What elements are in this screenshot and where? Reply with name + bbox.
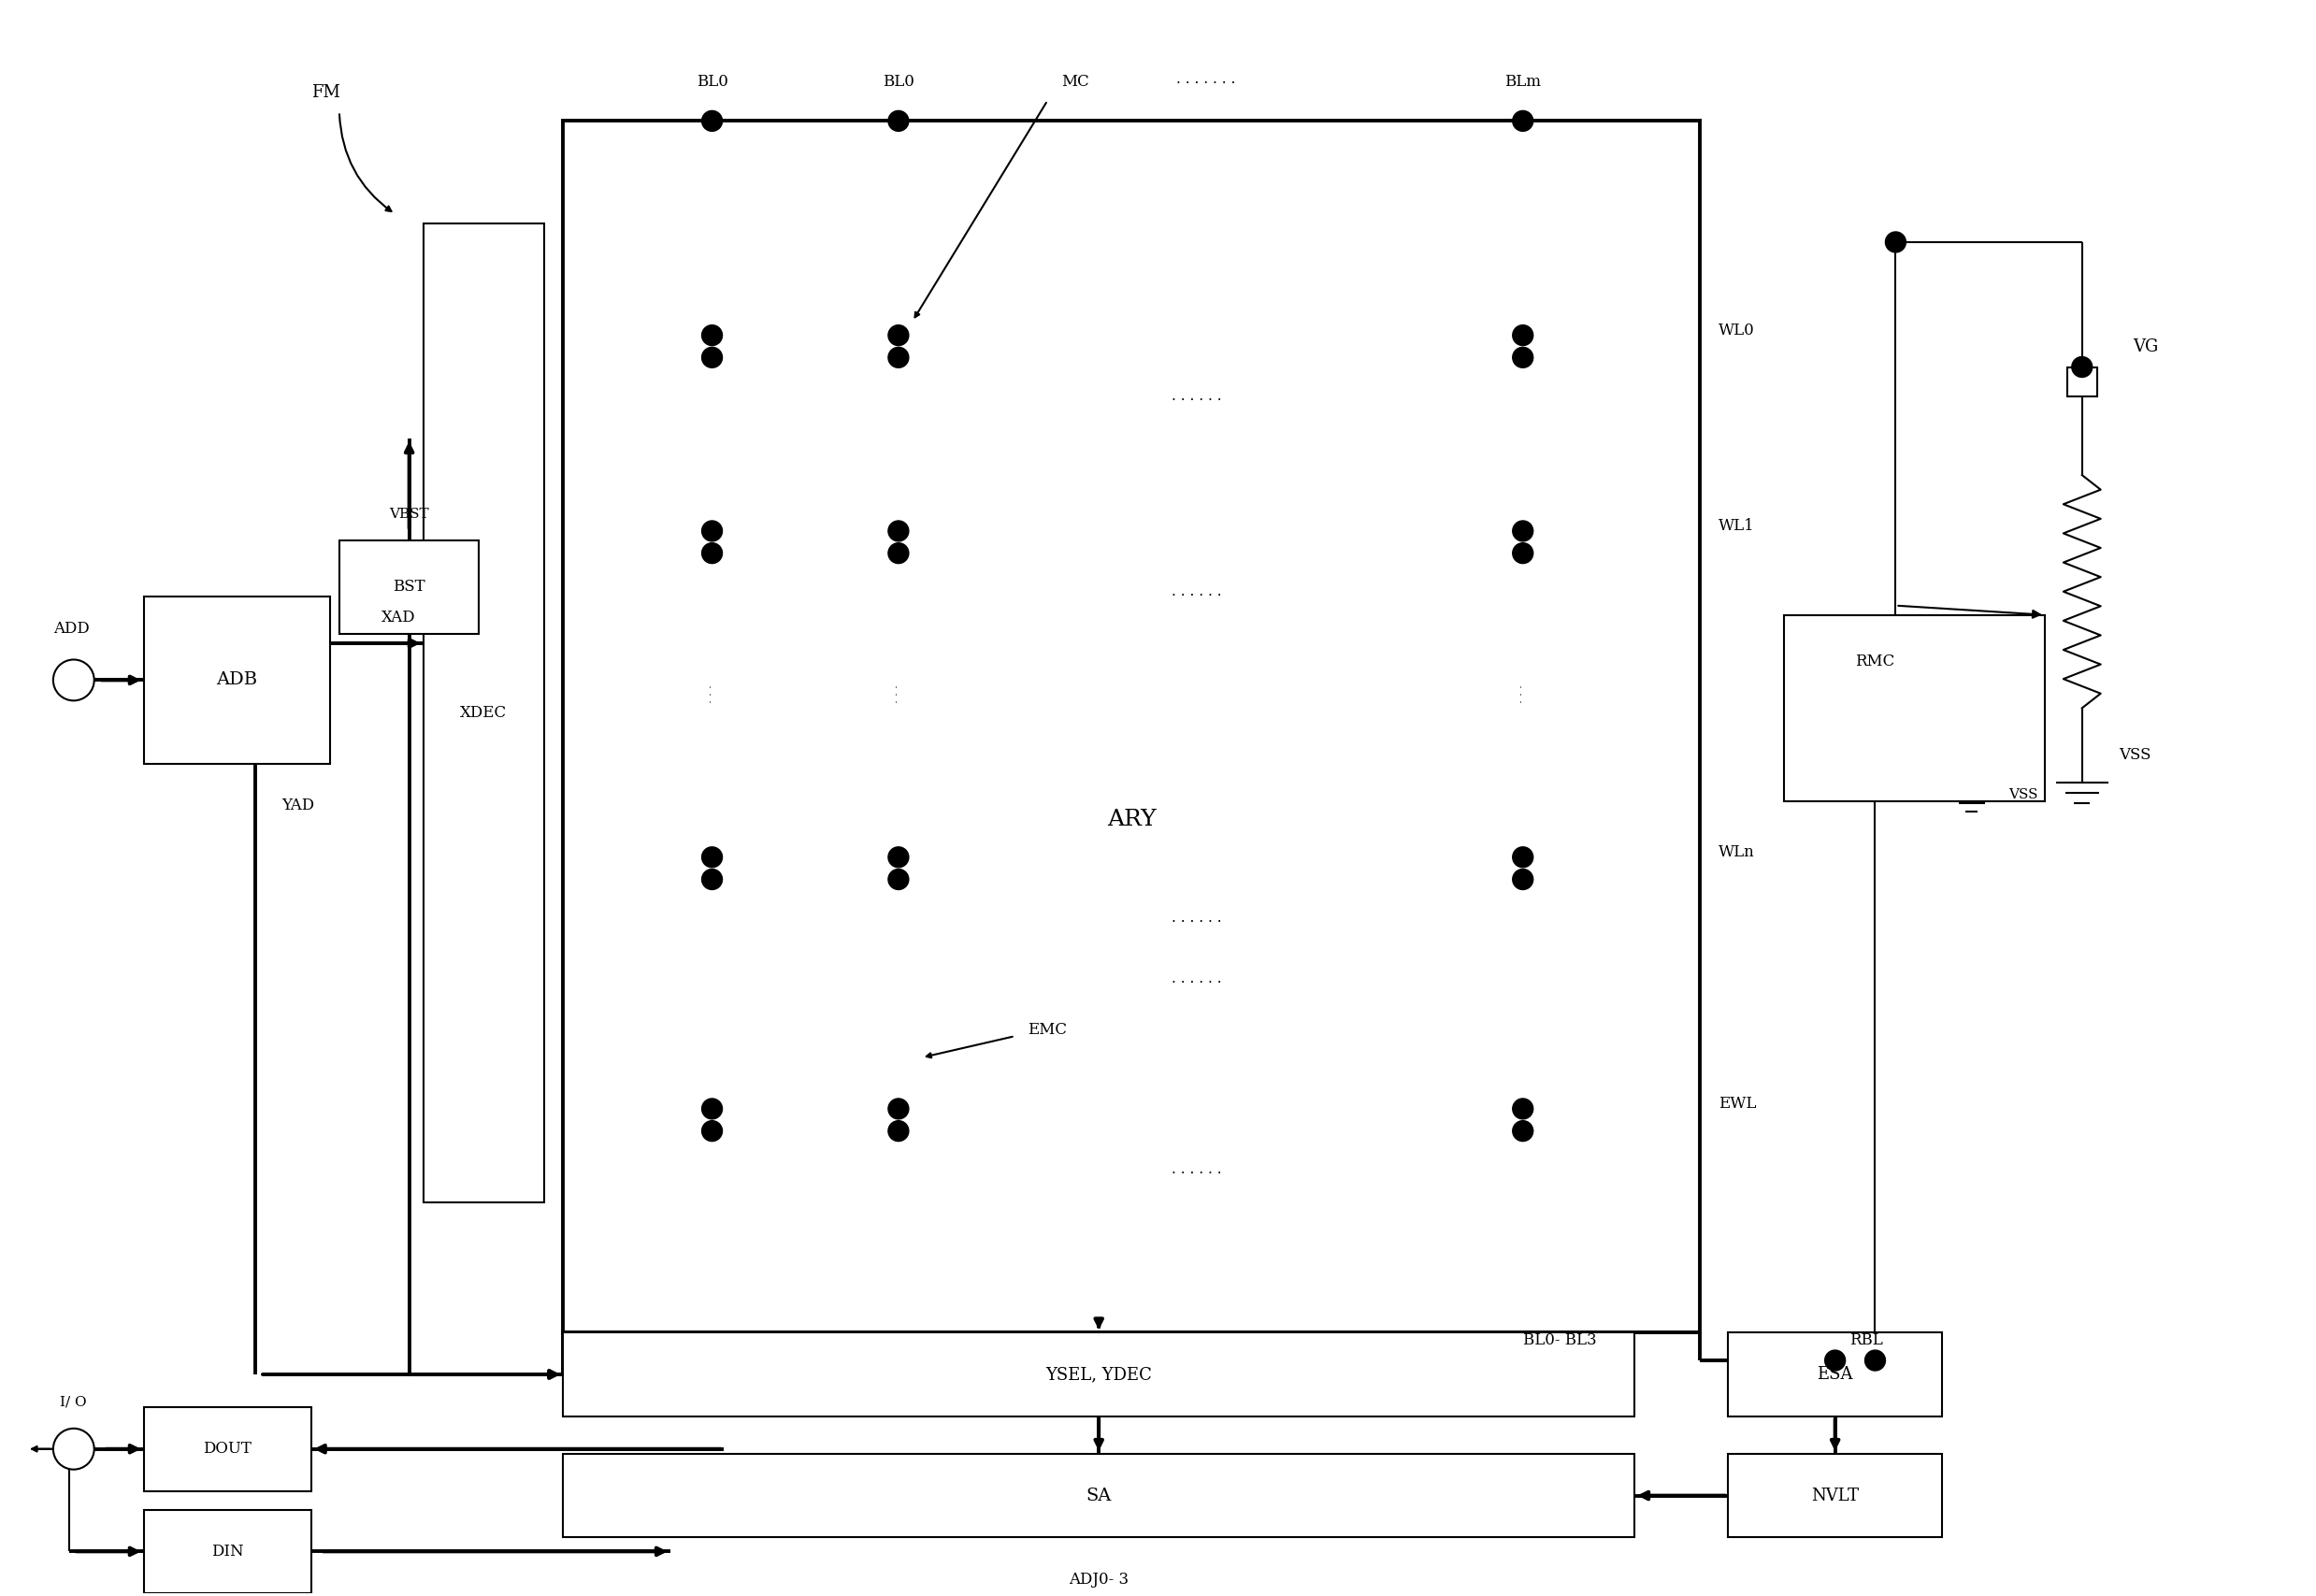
Text: DIN: DIN [211,1543,243,1559]
Text: XAD: XAD [382,610,415,626]
Text: NVLT: NVLT [1811,1487,1860,1503]
Circle shape [702,348,723,367]
Bar [144,1408,310,1491]
Bar [563,121,1700,1333]
Bar [144,1510,310,1593]
Text: ARY: ARY [1107,809,1156,830]
Bar [424,223,544,1202]
Text: · · · · · ·: · · · · · · [1172,589,1223,603]
Text: BL0- BL3: BL0- BL3 [1524,1333,1598,1349]
Text: YSEL, YDEC: YSEL, YDEC [1045,1366,1151,1382]
Circle shape [889,110,908,131]
Bar [563,1333,1635,1416]
Circle shape [889,1120,908,1141]
Text: DOUT: DOUT [204,1441,252,1457]
Text: WL0: WL0 [1718,322,1756,338]
Text: ADD: ADD [53,621,90,637]
Text: · · · · · ·: · · · · · · [1172,394,1223,407]
Text: EWL: EWL [1718,1096,1756,1112]
Text: MC: MC [1061,73,1089,89]
Circle shape [1825,1350,1846,1371]
Circle shape [702,847,723,868]
Circle shape [1512,1120,1533,1141]
Bar [1783,614,2045,801]
Text: · · · · · · ·: · · · · · · · [1177,77,1237,91]
Text: EMC: EMC [1028,1021,1068,1037]
Circle shape [1512,348,1533,367]
Circle shape [2073,358,2091,377]
Text: VBST: VBST [389,508,428,520]
Circle shape [889,326,908,346]
Circle shape [53,1428,95,1470]
Text: BST: BST [394,579,426,595]
Bar [563,1454,1635,1537]
Text: VSS: VSS [2008,788,2038,801]
Circle shape [1512,847,1533,868]
Text: BL0: BL0 [882,73,915,89]
Circle shape [1885,231,1906,252]
Text: · · ·: · · · [706,685,718,704]
Text: · · · · · ·: · · · · · · [1172,1167,1223,1181]
Circle shape [889,348,908,367]
Bar [1728,1333,1943,1416]
Bar [144,597,329,764]
Circle shape [1512,110,1533,131]
Circle shape [702,520,723,541]
Text: · · ·: · · · [892,685,906,704]
Circle shape [889,543,908,563]
Text: · · · · · ·: · · · · · · [1172,977,1223,990]
Text: I/ O: I/ O [60,1396,88,1409]
Bar [338,541,479,634]
Text: · · ·: · · · [1517,685,1529,704]
Text: WLn: WLn [1718,844,1756,860]
Text: VG: VG [2133,338,2159,354]
Circle shape [1512,543,1533,563]
Text: VSS: VSS [2119,747,2152,763]
Circle shape [702,1098,723,1119]
Circle shape [889,1098,908,1119]
Circle shape [889,870,908,889]
Circle shape [1512,326,1533,346]
Bar [2068,367,2096,397]
Circle shape [889,520,908,541]
Circle shape [702,870,723,889]
Circle shape [1512,520,1533,541]
Text: BLm: BLm [1505,73,1540,89]
Text: YAD: YAD [283,798,315,814]
Circle shape [1512,1098,1533,1119]
Circle shape [1512,870,1533,889]
Text: FM: FM [310,85,340,102]
Circle shape [702,1120,723,1141]
Text: XDEC: XDEC [461,705,507,721]
Text: RBL: RBL [1848,1333,1883,1349]
Circle shape [702,326,723,346]
Text: · · · · · ·: · · · · · · [1172,916,1223,929]
Circle shape [702,110,723,131]
Circle shape [1864,1350,1885,1371]
Circle shape [702,543,723,563]
Circle shape [53,659,95,701]
Text: BL0: BL0 [697,73,727,89]
Bar [1728,1454,1943,1537]
Text: RMC: RMC [1855,653,1894,669]
Text: ESA: ESA [1818,1366,1853,1382]
Text: WL1: WL1 [1718,519,1756,535]
Text: ADJ0- 3: ADJ0- 3 [1070,1572,1128,1588]
Circle shape [889,847,908,868]
Text: ADB: ADB [215,672,257,688]
Text: SA: SA [1086,1487,1112,1503]
